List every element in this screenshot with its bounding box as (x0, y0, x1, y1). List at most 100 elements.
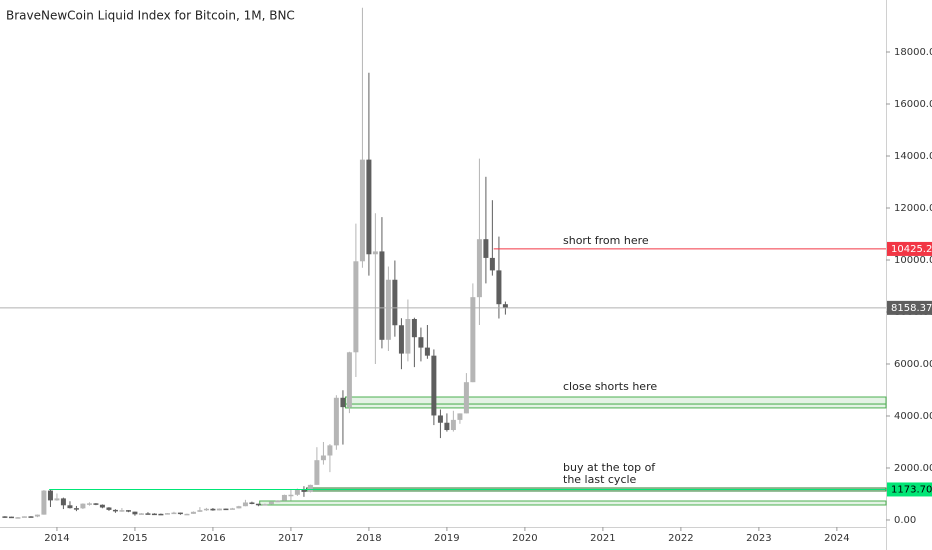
candle-body (320, 455, 326, 461)
candle-body (353, 261, 359, 353)
annotation: short from here (563, 234, 649, 247)
candle-body (314, 460, 320, 485)
candle-body (8, 516, 14, 519)
candle-body (496, 270, 502, 305)
candle-body (197, 510, 203, 512)
candle-body (392, 279, 398, 326)
candle-body (242, 502, 248, 507)
candle-body (379, 251, 385, 340)
y-tick-label: 10000.00 (894, 255, 932, 266)
y-tick-label: 6000.00 (894, 359, 932, 370)
price-label: 10425.29 (891, 244, 932, 255)
x-tick-label: 2021 (590, 533, 615, 544)
candle-body (151, 513, 157, 516)
candle-body (411, 319, 417, 338)
x-tick-label: 2018 (356, 533, 381, 544)
candle-body (281, 494, 287, 501)
candle-body (80, 503, 86, 509)
candle-body (372, 251, 378, 255)
x-tick-label: 2020 (512, 533, 537, 544)
candle-body (359, 159, 365, 262)
y-tick-label: 0.00 (894, 515, 916, 526)
candle-body (457, 413, 463, 420)
price-label: 1173.70 (891, 484, 932, 495)
candle-body (444, 422, 450, 431)
candle-body (294, 489, 300, 495)
x-tick-label: 2015 (122, 533, 147, 544)
candle-body (424, 347, 430, 356)
candle-body (177, 512, 183, 515)
candle-body (93, 503, 99, 505)
candle-body (86, 503, 92, 505)
candle-body (41, 490, 47, 515)
candle-body (327, 445, 333, 456)
zone (259, 500, 887, 506)
candle-body (21, 516, 27, 518)
y-tick-label: 12000.00 (894, 203, 932, 214)
candle-body (249, 502, 255, 504)
candle-body (112, 509, 118, 512)
candle-body (34, 514, 40, 517)
candle-body (489, 257, 495, 271)
candle-body (463, 382, 469, 414)
annotation: the last cycle (563, 473, 637, 486)
candle-body (262, 504, 268, 506)
candle-body (119, 510, 125, 512)
y-tick-label: 4000.00 (894, 411, 932, 422)
candle-body (366, 159, 372, 255)
candle-body (158, 513, 164, 516)
candle-body (236, 506, 242, 509)
x-tick-label: 2019 (434, 533, 459, 544)
candle-body (216, 508, 222, 511)
x-tick-label: 2023 (746, 533, 771, 544)
candle-body (190, 511, 196, 514)
candle-body (54, 498, 60, 501)
x-tick-label: 2016 (200, 533, 225, 544)
candle-body (67, 505, 73, 509)
candle-body (47, 490, 53, 501)
candle-body (73, 508, 79, 510)
candle-body (385, 279, 391, 340)
candle-body (145, 513, 151, 515)
x-tick-label: 2017 (278, 533, 303, 544)
candle-body (184, 513, 190, 516)
candle-body (301, 489, 307, 492)
candle-body (470, 297, 476, 383)
candle-body (132, 511, 138, 515)
zone (345, 396, 887, 405)
candle-body (203, 508, 209, 511)
y-tick-label: 18000.00 (894, 47, 932, 58)
x-tick-label: 2014 (44, 533, 69, 544)
candle-body (15, 517, 21, 519)
candle-body (502, 304, 508, 308)
x-tick-label: 2022 (668, 533, 693, 544)
price-label-bg (887, 482, 932, 497)
candle-body (171, 512, 177, 515)
candle-body (223, 508, 229, 511)
candle-body (288, 494, 294, 497)
annotation: close shorts here (563, 380, 657, 393)
price-label-bg (887, 241, 932, 256)
chart-title: BraveNewCoin Liquid Index for Bitcoin, 1… (6, 9, 295, 23)
candle-body (275, 500, 281, 503)
candle-body (106, 507, 112, 510)
candle-body (340, 397, 346, 408)
candle-body (476, 239, 482, 298)
candle-body (99, 504, 105, 508)
y-tick-label: 16000.00 (894, 99, 932, 110)
candle-body (450, 419, 456, 431)
candle-body (405, 319, 411, 354)
candle-body (28, 516, 34, 518)
candle-body (307, 484, 313, 492)
candle-body (437, 415, 443, 423)
candle-body (60, 498, 66, 506)
price-label: 8158.37 (891, 303, 932, 314)
candle-body (255, 503, 261, 506)
candle-body (418, 337, 424, 348)
price-label-bg (887, 300, 932, 315)
x-tick-label: 2024 (824, 533, 849, 544)
y-tick-label: 14000.00 (894, 151, 932, 162)
